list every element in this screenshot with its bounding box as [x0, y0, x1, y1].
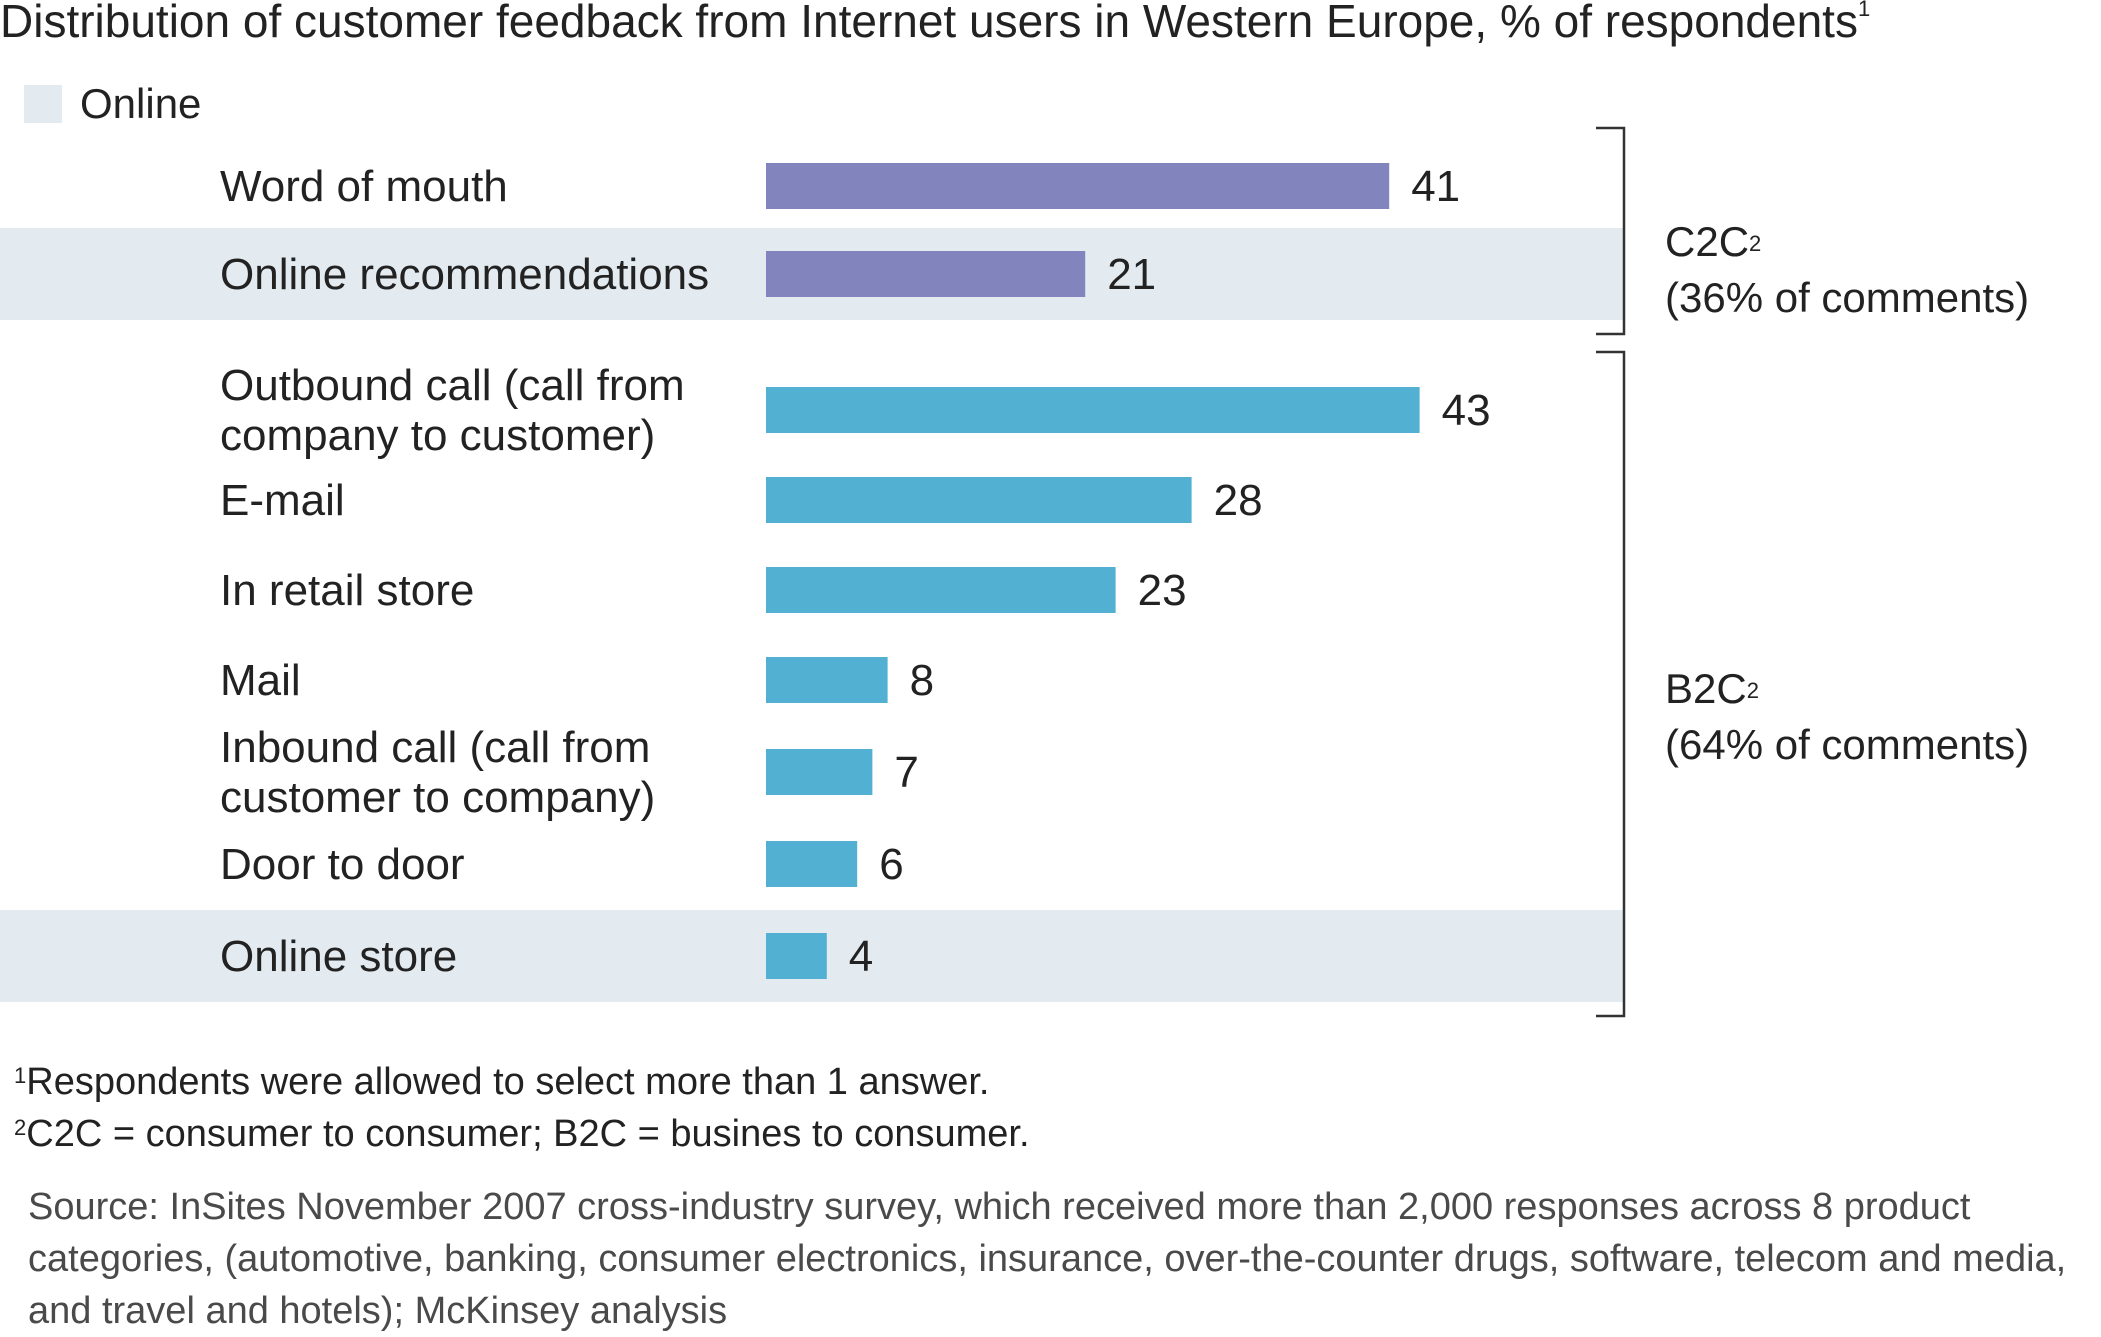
footnote-1-marker: 1	[14, 1063, 27, 1088]
category-label-e-mail: E-mail	[220, 476, 345, 525]
group-c2c-name: C2C	[1665, 218, 1750, 265]
value-label-in-retail-store: 23	[1138, 566, 1187, 615]
bar-in-retail-store	[766, 567, 1116, 613]
group-c2c-share: (36% of comments)	[1665, 274, 2030, 321]
legend: Online	[24, 80, 201, 128]
bar-e-mail	[766, 477, 1192, 523]
group-c2c-footnote: 2	[1749, 231, 1762, 256]
category-label-in-retail-store: In retail store	[220, 566, 474, 615]
category-label-door-to-door: Door to door	[220, 840, 465, 889]
bar-inbound-call-call-from-customer-to-company	[766, 749, 873, 795]
value-label-online-store: 4	[849, 932, 873, 981]
group-label-b2c: B2C2 (64% of comments)	[1665, 661, 2029, 773]
group-label-c2c: C2C2 (36% of comments)	[1665, 214, 2029, 326]
bar-mail	[766, 657, 888, 703]
footnote-2-text: C2C = consumer to consumer; B2C = busine…	[26, 1113, 1030, 1155]
footnote-1-text: Respondents were allowed to select more …	[26, 1061, 990, 1103]
category-label-online-store: Online store	[220, 932, 457, 981]
bracket-c2c	[1596, 126, 1626, 336]
legend-swatch-online	[24, 85, 62, 123]
bracket-b2c	[1596, 350, 1626, 1018]
title-footnote-marker: 1	[1857, 0, 1871, 21]
value-label-door-to-door: 6	[879, 840, 903, 889]
source-note: Source: InSites November 2007 cross-indu…	[28, 1186, 2067, 1332]
bar-chart: Word of mouth 41 Online recommendations 21 O…	[0, 126, 1626, 1018]
bar-word-of-mouth	[766, 163, 1390, 209]
bar-online-recommendations	[766, 251, 1086, 297]
group-b2c-share: (64% of comments)	[1665, 721, 2030, 768]
category-label-outbound-call-call-from-company-to-customer: Outbound call (call from company to custo…	[220, 361, 685, 460]
bar-outbound-call-call-from-company-to-customer	[766, 387, 1420, 433]
footnote-2: 2C2C = consumer to consumer; B2C = busin…	[14, 1113, 1030, 1156]
category-label-word-of-mouth: Word of mouth	[220, 162, 508, 211]
chart-title-text: Distribution of customer feedback from I…	[0, 0, 1858, 47]
category-label-inbound-call-call-from-customer-to-company: Inbound call (call from customer to compa…	[220, 723, 655, 822]
bar-door-to-door	[766, 841, 858, 887]
category-label-online-recommendations: Online recommendations	[220, 250, 709, 299]
footnote-1: 1Respondents were allowed to select more…	[14, 1061, 989, 1104]
value-label-outbound-call-call-from-company-to-customer: 43	[1442, 386, 1491, 435]
value-label-e-mail: 28	[1214, 476, 1263, 525]
footnote-2-marker: 2	[14, 1115, 27, 1140]
bar-online-store	[766, 933, 827, 979]
category-label-mail: Mail	[220, 656, 301, 705]
chart-title: Distribution of customer feedback from I…	[0, 0, 1870, 48]
value-label-inbound-call-call-from-customer-to-company: 7	[894, 748, 918, 797]
group-b2c-name: B2C	[1665, 665, 1747, 712]
value-label-mail: 8	[910, 656, 934, 705]
group-b2c-footnote: 2	[1746, 678, 1759, 703]
legend-label-online: Online	[80, 80, 202, 127]
value-label-word-of-mouth: 41	[1411, 162, 1460, 211]
value-label-online-recommendations: 21	[1107, 250, 1156, 299]
